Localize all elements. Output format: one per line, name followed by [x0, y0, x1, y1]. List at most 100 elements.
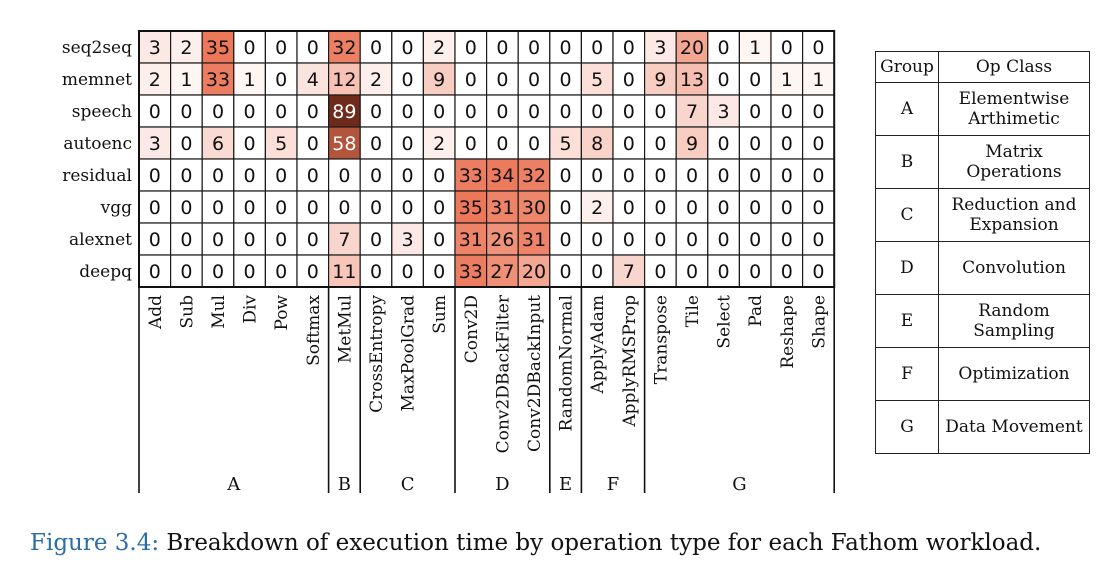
legend-op-class-line: Data Movement	[945, 417, 1083, 437]
legend-group-letter: D	[875, 241, 939, 295]
cell-value-label: 0	[433, 261, 445, 283]
legend-op-class-line: Convolution	[962, 258, 1066, 278]
row-label: vgg	[100, 198, 132, 218]
heatmap-cell	[801, 254, 835, 288]
cell-value-label: 2	[433, 133, 445, 155]
cell-value-label: 3	[149, 37, 161, 59]
heatmap-cell	[486, 254, 519, 288]
column-label: Conv2DBackInput	[525, 295, 545, 452]
column-label: Select	[715, 295, 735, 349]
legend-op-class-line: Expansion	[969, 215, 1059, 235]
heatmap-cell	[328, 94, 361, 128]
cell-value-label: 0	[307, 133, 319, 155]
cell-value-label: 4	[307, 69, 319, 91]
cell-value-label: 0	[718, 69, 730, 91]
heatmap-cell	[296, 30, 330, 64]
cell-value-label: 12	[332, 69, 356, 91]
cell-value-label: 0	[307, 101, 319, 123]
legend-group-letter: B	[875, 135, 939, 189]
legend-op-class: Random Sampling	[938, 294, 1090, 348]
cell-value-label: 0	[496, 101, 508, 123]
heatmap-cell	[359, 254, 393, 288]
cell-value-label: 0	[275, 197, 287, 219]
heatmap-cell	[454, 94, 488, 128]
cell-value-label: 0	[528, 37, 540, 59]
column-label: Pow	[272, 295, 292, 331]
cell-value-label: 0	[812, 261, 824, 283]
column-label: Conv2DBackFilter	[493, 294, 513, 453]
cell-value-label: 0	[370, 37, 382, 59]
heatmap-cell	[738, 94, 772, 128]
heatmap-cell	[391, 94, 424, 128]
cell-value-label: 0	[686, 261, 698, 283]
cell-value-label: 1	[180, 69, 192, 91]
heatmap-cell	[328, 62, 361, 96]
cell-value-label: 0	[686, 197, 698, 219]
cell-value-label: 0	[560, 37, 572, 59]
cell-value-label: 0	[654, 165, 666, 187]
cell-value-label: 33	[206, 69, 230, 91]
cell-value-label: 1	[749, 37, 761, 59]
heatmap-cell	[549, 158, 582, 192]
cell-value-label: 32	[522, 165, 546, 187]
heatmap-cell	[296, 254, 330, 288]
cell-value-label: 7	[623, 261, 635, 283]
cell-value-label: 0	[180, 229, 192, 251]
cell-value-label: 30	[522, 197, 546, 219]
cell-value-label: 0	[370, 261, 382, 283]
cell-value-label: 8	[591, 133, 603, 155]
cell-value-label: 0	[623, 229, 635, 251]
cell-value-label: 3	[402, 229, 414, 251]
cell-value-label: 89	[332, 101, 356, 123]
heatmap-cell	[138, 62, 172, 96]
column-label: Reshape	[778, 295, 798, 369]
legend-group-letter: A	[875, 82, 939, 136]
heatmap-cell	[138, 254, 172, 288]
cell-value-label: 0	[496, 69, 508, 91]
cell-value-label: 0	[244, 37, 256, 59]
legend-op-class-line: Elementwise	[958, 89, 1070, 109]
heatmap-cell	[391, 126, 424, 160]
heatmap-border	[138, 30, 836, 288]
cell-value-label: 1	[781, 69, 793, 91]
cell-value-label: 0	[686, 229, 698, 251]
cell-value-label: 0	[560, 69, 572, 91]
cell-value-label: 0	[402, 101, 414, 123]
heatmap-cell	[454, 222, 488, 256]
cell-value-label: 0	[749, 101, 761, 123]
cell-value-label: 0	[370, 101, 382, 123]
heatmap-cell	[328, 158, 361, 192]
heatmap-cell	[801, 126, 835, 160]
cell-value-label: 0	[433, 229, 445, 251]
heatmap-cell	[738, 62, 772, 96]
cell-value-label: 0	[781, 165, 793, 187]
legend-row: A Elementwise Arthimetic	[875, 82, 1090, 136]
legend-op-class-line: Arthimetic	[968, 109, 1060, 129]
column-label: Conv2D	[462, 295, 482, 363]
column-label: Add	[146, 295, 166, 330]
cell-value-label: 0	[180, 101, 192, 123]
heatmap-cell	[359, 126, 393, 160]
cell-value-label: 26	[490, 229, 514, 251]
cell-value-label: 0	[560, 197, 572, 219]
heatmap-cell	[138, 94, 172, 128]
heatmap-cell	[422, 30, 456, 64]
cell-value-label: 3	[718, 101, 730, 123]
heatmap-cell	[264, 94, 298, 128]
legend-row: D Convolution	[875, 241, 1090, 295]
op-class-legend: Group Op Class A Elementwise Arthimetic B Ma…	[875, 51, 1090, 454]
heatmap-cell	[296, 94, 330, 128]
column-label: ApplyAdam	[588, 295, 608, 395]
cell-value-label: 0	[370, 197, 382, 219]
cell-value-label: 0	[591, 37, 603, 59]
column-label: Pad	[746, 295, 766, 327]
cell-value-label: 0	[718, 261, 730, 283]
cell-value-label: 0	[528, 133, 540, 155]
heatmap-cell	[517, 126, 551, 160]
heatmap-cell	[707, 126, 740, 160]
cell-value-label: 0	[275, 165, 287, 187]
row-label: speech	[72, 102, 132, 122]
cell-value-label: 0	[307, 197, 319, 219]
row-label: autoenc	[63, 134, 132, 154]
legend-op-class-line: Operations	[966, 162, 1062, 182]
